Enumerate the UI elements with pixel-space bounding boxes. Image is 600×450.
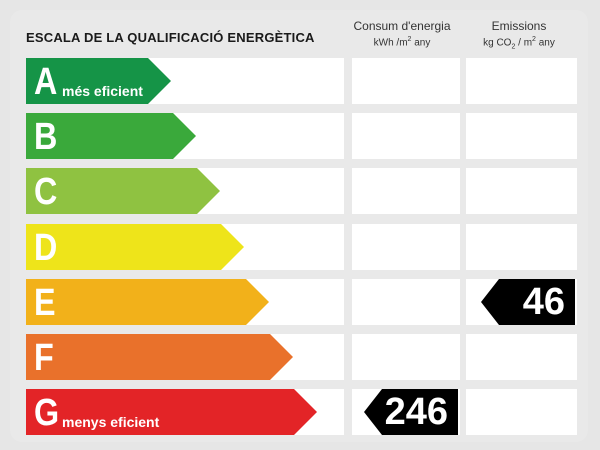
rating-arrow-g: [26, 389, 317, 435]
emissions-cell-b: [466, 113, 577, 159]
rating-arrow-b: [26, 113, 196, 159]
emissions-cell-f: [466, 334, 577, 380]
scale-title: ESCALA DE LA QUALIFICACIÓ ENERGÈTICA: [26, 30, 315, 45]
rating-letter: F: [34, 337, 54, 379]
rating-row-b: B: [26, 113, 344, 159]
emissions-cell-c: [466, 168, 577, 214]
consumption-cell-f: [352, 334, 460, 380]
consumption-cell-b: [352, 113, 460, 159]
rating-letter: C: [34, 171, 58, 213]
emissions-cell-g: [466, 389, 577, 435]
consumption-header-unit: kWh /m2 any: [373, 36, 431, 49]
rating-sublabel: menys eficient: [62, 414, 160, 430]
consumption-value-badge: 246: [364, 389, 458, 435]
rating-arrow-a: [26, 58, 171, 104]
rating-letter: B: [34, 116, 58, 158]
consumption-value: 246: [384, 391, 448, 433]
rating-letter: E: [34, 282, 56, 324]
consumption-cell-d: [352, 224, 460, 270]
rating-arrow-f: [26, 334, 293, 380]
rating-arrow-e: [26, 279, 269, 325]
emissions-header: Emissions kg CO2 / m2 any: [465, 19, 573, 50]
rating-letter: A: [34, 61, 58, 103]
consumption-cell-e: [352, 279, 460, 325]
emissions-cell-d: [466, 224, 577, 270]
rating-letter: G: [34, 392, 60, 434]
consumption-cell-a: [352, 58, 460, 104]
emissions-header-unit: kg CO2 / m2 any: [483, 36, 555, 51]
rating-row-f: F: [26, 334, 344, 380]
rating-letter: D: [34, 227, 58, 269]
consumption-cell-c: [352, 168, 460, 214]
consumption-header-title: Consum d'energia: [353, 19, 451, 33]
emissions-value: 46: [522, 281, 565, 323]
emissions-cell-a: [466, 58, 577, 104]
rating-arrow-d: [26, 224, 244, 270]
consumption-header: Consum d'energia kWh /m2 any: [350, 19, 454, 48]
rating-row-d: D: [26, 224, 344, 270]
rating-row-e: E: [26, 279, 344, 325]
emissions-header-title: Emissions: [491, 19, 547, 33]
emissions-value-badge: 46: [481, 279, 575, 325]
rating-arrow-c: [26, 168, 220, 214]
rating-sublabel: més eficient: [62, 83, 143, 99]
rating-row-c: C: [26, 168, 344, 214]
